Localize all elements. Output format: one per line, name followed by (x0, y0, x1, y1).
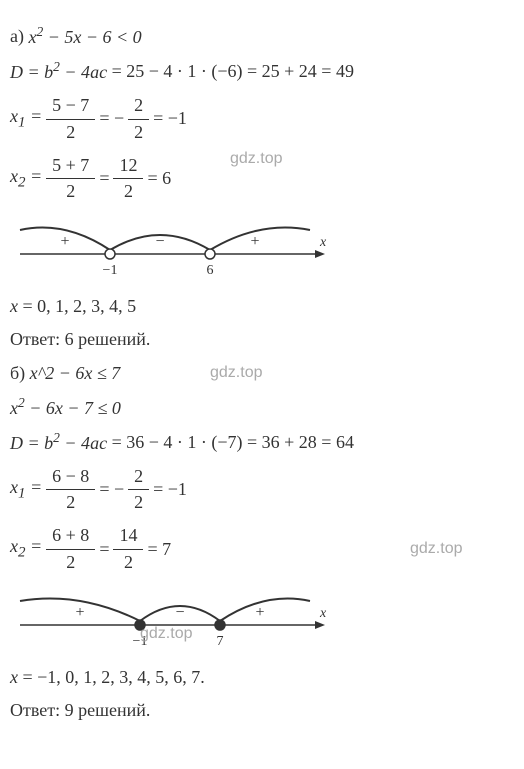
disc-lhs-b: D = b2 − 4ac (10, 429, 107, 456)
svg-text:+: + (75, 604, 84, 621)
partB-ineq2: x2 − 6x − 7 ≤ 0 (10, 394, 121, 421)
partB-solutions: x = −1, 0, 1, 2, 3, 4, 5, 6, 7. (10, 665, 514, 690)
partB-discriminant: D = b2 − 4ac = 36 − 4 · 1 · (−7) = 36 + … (10, 429, 514, 456)
partB-x1: x1 = 6 − 8 2 = − 2 2 = −1 (10, 464, 514, 515)
svg-text:+: + (60, 233, 69, 250)
sol-text-b: = −1, 0, 1, 2, 3, 4, 5, 6, 7. (23, 665, 205, 690)
sol-text-a: = 0, 1, 2, 3, 4, 5 (23, 294, 137, 319)
partA-ineq: x2 − 5x − 6 < 0 (28, 23, 141, 50)
svg-text:7: 7 (217, 634, 224, 649)
partA-solutions: x x = 0, 1, 2, 3, 4, 5 = 0, 1, 2, 3, 4, … (10, 294, 514, 319)
watermark-4: gdz.top (140, 623, 192, 645)
x2-rhs-b: = 7 (147, 537, 171, 562)
partA-answer: Ответ: 6 решений. (10, 327, 514, 352)
svg-text:+: + (250, 233, 259, 250)
x1-frac1-b: 6 − 8 2 (46, 464, 95, 515)
x2-lhs: x2 = (10, 164, 42, 194)
partB-x2: x2 = 6 + 8 2 = 14 2 = 7 gdz.top (10, 523, 514, 574)
x2-mid: = (99, 166, 109, 191)
svg-text:−1: −1 (103, 263, 118, 278)
x1-rhs-b: = −1 (153, 477, 187, 502)
disc-calc-b: = 36 − 4 · 1 · (−7) = 36 + 28 = 64 (112, 430, 354, 455)
svg-text:6: 6 (207, 263, 214, 278)
partB-letter: б) (10, 361, 25, 386)
x2-frac1-b: 6 + 8 2 (46, 523, 95, 574)
svg-text:+: + (255, 604, 264, 621)
partA-discriminant: D = b2 − 4ac = 25 − 4 · 1 · (−6) = 25 + … (10, 58, 514, 85)
partA-numberline: x + − + −1 6 (10, 214, 514, 284)
watermark-2: gdz.top (210, 362, 262, 384)
partA-x2: x2 = 5 + 7 2 = 12 2 = 6 gdz.top (10, 153, 514, 204)
x1-frac2-b: 2 2 (128, 464, 149, 515)
x1-mid-b: = − (99, 477, 124, 502)
partB-ineq: x^2 − 6x ≤ 7 (30, 361, 121, 386)
svg-text:x: x (319, 235, 327, 250)
svg-text:−: − (175, 604, 184, 621)
svg-text:−: − (155, 233, 164, 250)
partA-letter: а) (10, 24, 24, 49)
disc-calc: = 25 − 4 · 1 · (−6) = 25 + 24 = 49 (112, 59, 354, 84)
partA-x1: x1 = 5 − 7 2 = − 2 2 = −1 (10, 93, 514, 144)
x2-frac2-b: 14 2 (113, 523, 143, 574)
x2-lhs-b: x2 = (10, 534, 42, 564)
x1-lhs: x1 = (10, 104, 42, 134)
x2-mid-b: = (99, 537, 109, 562)
x2-frac2: 12 2 (113, 153, 143, 204)
partA-inequality: а) x2 − 5x − 6 < 0 (10, 23, 514, 50)
partB-inequality: б) x^2 − 6x ≤ 7 gdz.top (10, 361, 514, 386)
x2-frac1: 5 + 7 2 (46, 153, 95, 204)
x1-lhs-b: x1 = (10, 475, 42, 505)
disc-lhs: D = b2 − 4ac (10, 58, 107, 85)
x1-mid: = − (99, 106, 124, 131)
partB-answer: Ответ: 9 решений. (10, 698, 514, 723)
watermark-3: gdz.top (410, 538, 462, 560)
watermark-1: gdz.top (230, 148, 282, 170)
svg-text:x: x (319, 606, 327, 621)
x2-rhs: = 6 (147, 166, 171, 191)
partB-numberline: x+−+−17 gdz.top (10, 585, 514, 655)
partB-inequality2: x2 − 6x − 7 ≤ 0 (10, 394, 514, 421)
x1-rhs: = −1 (153, 106, 187, 131)
numberline-svg-a: x + − + −1 6 (10, 214, 330, 284)
x1-frac1: 5 − 7 2 (46, 93, 95, 144)
x1-frac2: 2 2 (128, 93, 149, 144)
